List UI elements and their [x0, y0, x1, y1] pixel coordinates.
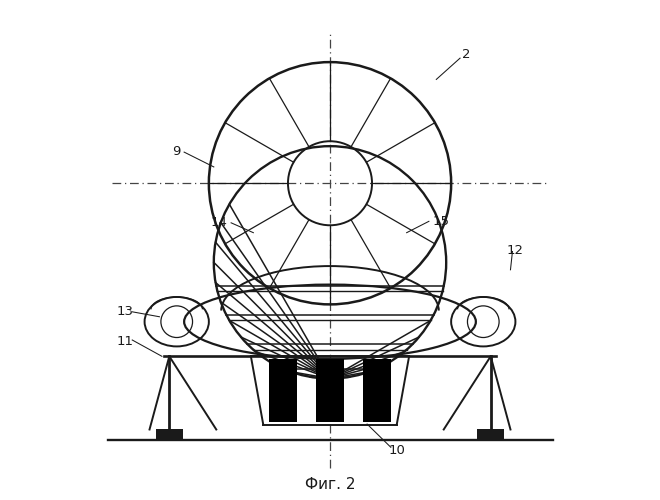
Bar	[315, 360, 345, 422]
Text: 11: 11	[116, 335, 133, 348]
Text: 9: 9	[172, 144, 181, 158]
Text: 14: 14	[211, 216, 227, 230]
Text: Фиг. 2: Фиг. 2	[305, 478, 355, 492]
Text: 12: 12	[507, 244, 524, 256]
Text: 15: 15	[433, 215, 449, 228]
Bar	[477, 430, 504, 440]
Text: 2: 2	[462, 48, 470, 61]
Bar	[269, 360, 298, 422]
Bar	[362, 360, 391, 422]
Text: 10: 10	[388, 444, 405, 457]
Text: 13: 13	[116, 306, 133, 318]
Bar	[156, 430, 183, 440]
